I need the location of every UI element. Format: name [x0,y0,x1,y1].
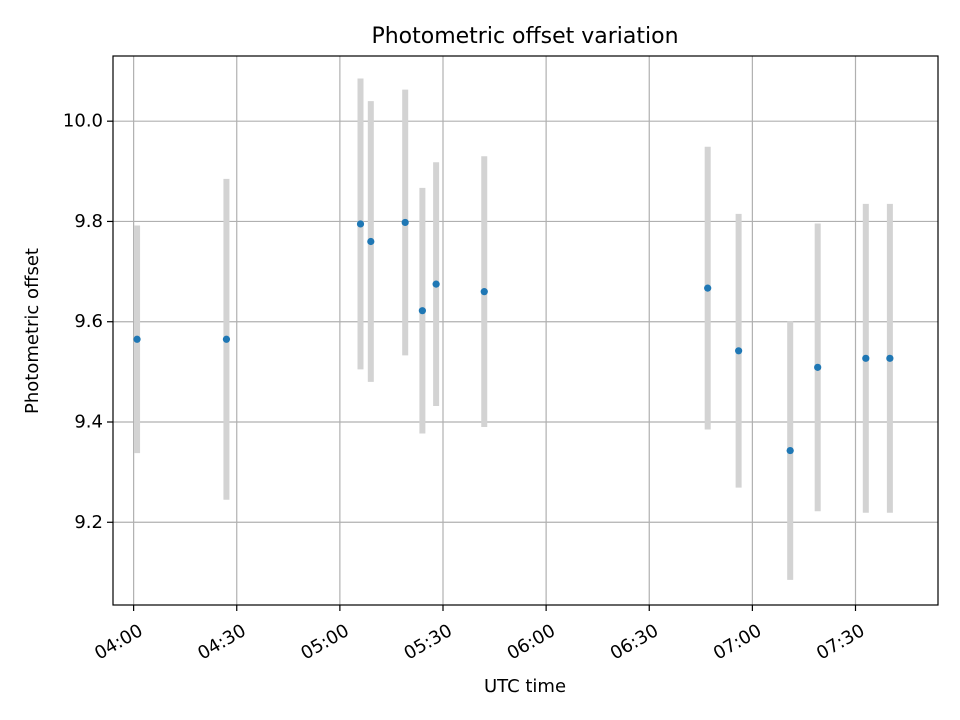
data-point [432,280,440,288]
y-tick-label: 9.2 [74,512,103,533]
x-axis-label: UTC time [484,676,566,697]
data-point [367,237,375,246]
data-point [862,354,870,362]
data-point [814,363,822,371]
grid [113,56,938,605]
data-point [786,446,794,455]
data-point [735,347,743,355]
y-tick-label: 9.4 [74,412,103,433]
data-point [886,354,894,362]
data-point [133,335,141,343]
y-tick-label: 9.6 [74,311,103,332]
data-point [704,284,712,292]
y-tick-label: 10.0 [63,111,103,132]
plot-area-frame [112,55,939,606]
chart-title: Photometric offset variation [371,24,678,49]
y-axis-label: Photometric offset [22,248,43,414]
data-point [480,288,488,296]
data-point [418,307,426,315]
data-point [401,218,409,227]
data-points [133,218,894,455]
data-point [222,335,231,343]
data-point [356,220,365,228]
y-tick-label: 9.8 [74,211,103,232]
